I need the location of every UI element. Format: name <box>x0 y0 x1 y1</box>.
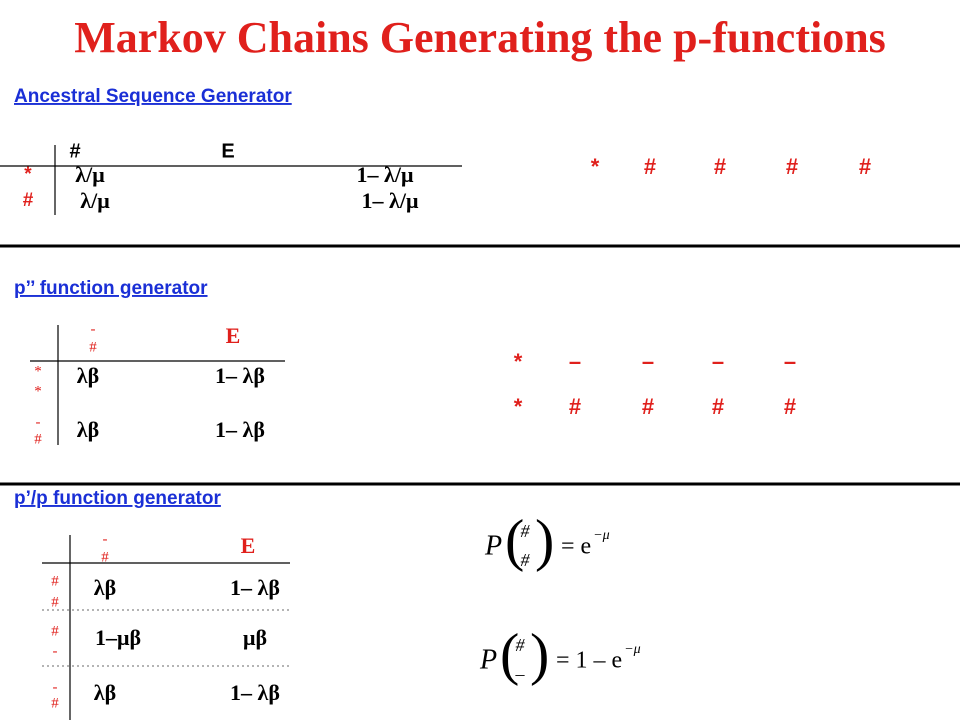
sequence-symbol: # <box>714 154 726 179</box>
transition-probability: λ/μ <box>80 188 110 213</box>
row-label: - <box>53 643 58 659</box>
section-heading: Ancestral Sequence Generator <box>14 86 292 107</box>
sequence-symbol: – <box>712 349 724 374</box>
transition-probability: λβ <box>94 575 116 600</box>
row-label: * <box>24 164 32 185</box>
formula-bottom: – <box>515 664 526 684</box>
column-header: # <box>101 549 109 565</box>
sequence-symbol: – <box>784 349 796 374</box>
sequence-symbol: # <box>642 394 654 419</box>
transition-probability: μβ <box>243 625 267 650</box>
column-header: E <box>221 140 234 162</box>
formula-rhs: = 1 – e <box>556 648 622 674</box>
formula-exponent: −μ <box>593 528 609 543</box>
column-header: - <box>103 531 108 547</box>
sequence-symbol: * <box>514 349 523 374</box>
column-header: - <box>91 321 96 337</box>
transition-probability: 1– λ/μ <box>357 162 414 187</box>
formula-lhs: P <box>484 530 502 561</box>
transition-probability: λβ <box>94 680 116 705</box>
sequence-symbol: # <box>859 154 871 179</box>
section-heading: p’/p function generator <box>14 488 221 509</box>
formula-bottom: # <box>521 550 531 570</box>
row-label: - <box>36 414 41 430</box>
transition-probability: 1– λβ <box>215 363 265 388</box>
transition-probability: λ/μ <box>75 162 105 187</box>
sequence-symbol: # <box>786 154 798 179</box>
row-label: # <box>51 623 59 639</box>
transition-probability: λβ <box>77 363 99 388</box>
row-label: - <box>53 679 58 695</box>
sequence-symbol: # <box>784 394 796 419</box>
sequence-symbol: – <box>569 349 581 374</box>
row-label: # <box>34 431 42 447</box>
row-label: # <box>23 190 34 211</box>
sequence-symbol: # <box>569 394 581 419</box>
row-label: * <box>34 383 42 399</box>
transition-probability: 1– λβ <box>230 680 280 705</box>
formula-rhs: = e <box>561 534 591 560</box>
formula-top: # <box>521 521 531 541</box>
column-header: E <box>226 323 241 348</box>
sequence-symbol: – <box>642 349 654 374</box>
row-label: # <box>51 594 59 610</box>
sequence-symbol: # <box>712 394 724 419</box>
formula-lhs: P <box>479 644 497 675</box>
transition-probability: 1– λβ <box>230 575 280 600</box>
column-header: # <box>69 140 80 162</box>
paren: ( <box>505 507 524 572</box>
row-label: # <box>51 573 59 589</box>
paren: ( <box>500 621 519 686</box>
section-heading: p’’ function generator <box>14 278 208 299</box>
formula-top: # <box>516 635 526 655</box>
paren: ) <box>535 507 554 572</box>
sequence-symbol: # <box>644 154 656 179</box>
column-header: E <box>241 533 256 558</box>
column-header: # <box>89 339 97 355</box>
sequence-symbol: * <box>514 394 523 419</box>
row-label: # <box>51 695 59 711</box>
slide-title: Markov Chains Generating the p-functions <box>74 13 886 62</box>
transition-probability: λβ <box>77 417 99 442</box>
paren: ) <box>530 621 549 686</box>
formula-exponent: −μ <box>624 642 640 657</box>
transition-probability: 1– λβ <box>215 417 265 442</box>
sequence-symbol: * <box>591 154 600 179</box>
row-label: * <box>34 363 42 379</box>
transition-probability: 1– λ/μ <box>362 188 419 213</box>
transition-probability: 1–μβ <box>95 625 141 650</box>
